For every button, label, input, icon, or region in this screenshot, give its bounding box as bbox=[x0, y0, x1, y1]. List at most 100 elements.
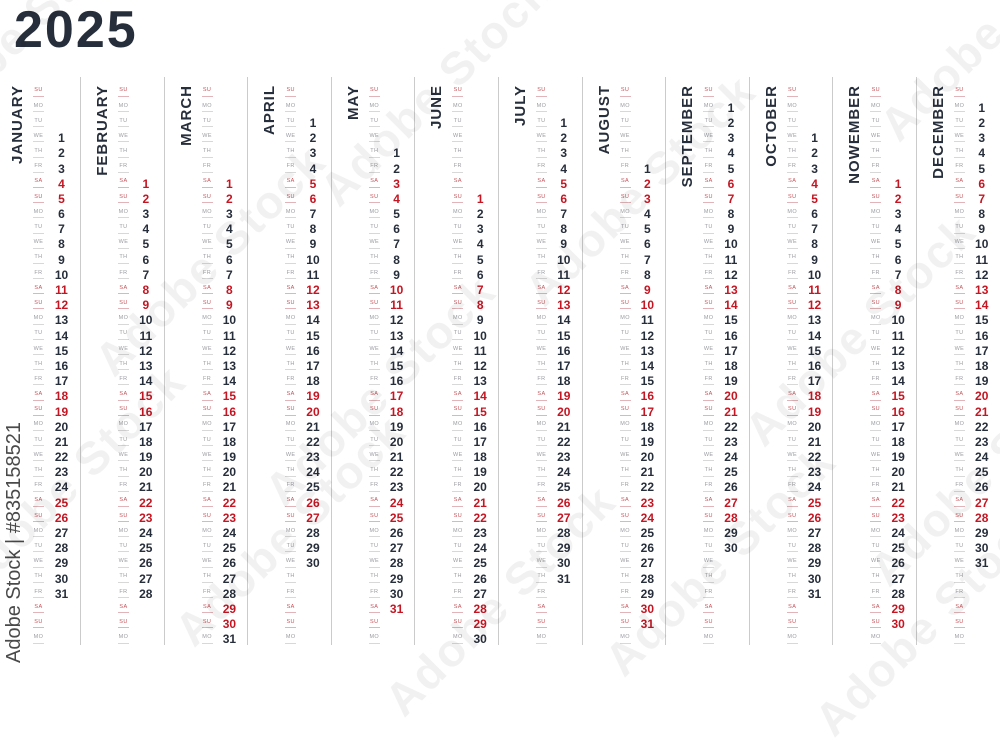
weekday-label: SU bbox=[199, 85, 216, 100]
weekday-label: SA bbox=[449, 282, 466, 297]
day-number: 28 bbox=[54, 541, 69, 556]
day-number: 24 bbox=[473, 541, 487, 556]
weekday-label-text: SA bbox=[453, 391, 462, 398]
day-number: 28 bbox=[724, 510, 738, 525]
day-number: 26 bbox=[139, 556, 153, 571]
calendar-row: FR 26 bbox=[700, 480, 749, 495]
weekday-label-text: TU bbox=[370, 542, 379, 549]
calendar-row: WE 30 bbox=[533, 556, 582, 571]
day-number: 11 bbox=[557, 267, 571, 282]
weekday-label: WE bbox=[533, 131, 550, 146]
day-number: 13 bbox=[640, 343, 655, 358]
calendar-row: MO 10 bbox=[867, 313, 916, 328]
weekday-label: FR bbox=[700, 161, 717, 176]
weekday-label-text: SU bbox=[704, 87, 713, 94]
calendar-row: MO 14 bbox=[282, 313, 331, 328]
weekday-label: TH bbox=[700, 571, 717, 586]
day-number: 20 bbox=[306, 404, 320, 419]
weekday-label: SA bbox=[282, 176, 299, 191]
calendar-row: MO bbox=[533, 100, 582, 115]
weekday-label-text: SA bbox=[119, 391, 128, 398]
day-number: 1 bbox=[894, 176, 902, 191]
calendar-row: FR 7 bbox=[115, 267, 164, 282]
calendar-row: MO bbox=[700, 632, 749, 647]
weekday-label: MO bbox=[30, 313, 47, 328]
day-number: 24 bbox=[975, 450, 989, 465]
weekday-label: TH bbox=[199, 358, 216, 373]
calendar-row: WE 11 bbox=[449, 343, 498, 358]
calendar-row: FR 8 bbox=[617, 267, 666, 282]
weekday-label: WE bbox=[115, 343, 132, 358]
calendar-row: WE 5 bbox=[199, 237, 248, 252]
weekday-label: MO bbox=[366, 207, 383, 222]
calendar-row: TH 24 bbox=[533, 465, 582, 480]
weekday-label: TU bbox=[30, 328, 47, 343]
calendar-row: FR 17 bbox=[784, 374, 833, 389]
weekday-label-text: TU bbox=[871, 224, 880, 231]
calendar-row: FR 21 bbox=[867, 480, 916, 495]
weekday-label: WE bbox=[700, 343, 717, 358]
weekday-label: FR bbox=[449, 161, 466, 176]
weekday-label-text: SA bbox=[203, 178, 212, 185]
weekday-label-text: TH bbox=[704, 148, 713, 155]
weekday-label-text: FR bbox=[955, 163, 964, 170]
weekday-label: SA bbox=[449, 176, 466, 191]
day-number: 27 bbox=[222, 571, 237, 586]
day-number: 30 bbox=[557, 556, 571, 571]
weekday-label: TU bbox=[449, 115, 466, 130]
calendar-row: MO 14 bbox=[533, 313, 582, 328]
weekday-label-text: SA bbox=[620, 497, 630, 504]
calendar-row: SU 28 bbox=[951, 510, 1000, 525]
day-number: 16 bbox=[389, 374, 404, 389]
weekday-label-text: TH bbox=[203, 573, 212, 580]
day-number: 8 bbox=[309, 222, 317, 237]
weekday-label-text: SA bbox=[788, 178, 797, 185]
weekday-label: SU bbox=[282, 191, 299, 206]
calendar-row: WE 15 bbox=[30, 343, 80, 358]
weekday-label: SU bbox=[951, 404, 968, 419]
weekday-label: TU bbox=[199, 434, 216, 449]
calendar-row: WE 22 bbox=[30, 450, 80, 465]
day-number: 5 bbox=[894, 237, 902, 252]
calendar-row: TH 20 bbox=[867, 465, 916, 480]
weekday-label: SU bbox=[282, 298, 299, 313]
calendar-row: MO 17 bbox=[199, 419, 248, 434]
day-number: 16 bbox=[640, 389, 655, 404]
day-number: 1 bbox=[393, 146, 400, 161]
weekday-label-text: FR bbox=[704, 375, 713, 382]
day-number: 22 bbox=[473, 510, 487, 525]
day-number: 24 bbox=[807, 480, 822, 495]
calendar-row: SA 25 bbox=[784, 495, 833, 510]
month-name: JANUARY bbox=[9, 85, 26, 164]
weekday-label: TU bbox=[115, 541, 132, 556]
weekday-label: SU bbox=[533, 510, 550, 525]
weekday-label-text: TH bbox=[453, 573, 462, 580]
weekday-label: MO bbox=[30, 525, 47, 540]
weekday-label-text: WE bbox=[285, 451, 296, 458]
weekday-label-text: FR bbox=[453, 163, 462, 170]
day-number: 1 bbox=[58, 131, 65, 146]
weekday-label-text: MO bbox=[536, 634, 547, 641]
weekday-label-text: TH bbox=[203, 360, 212, 367]
calendar-row: SA 27 bbox=[700, 495, 749, 510]
weekday-label: SU bbox=[617, 404, 634, 419]
calendar-row: MO 27 bbox=[784, 525, 833, 540]
weekday-label-text: SU bbox=[370, 618, 379, 625]
weekday-label-text: MO bbox=[871, 527, 881, 534]
day-number: 8 bbox=[644, 267, 651, 282]
calendar-row: TU 9 bbox=[700, 222, 749, 237]
weekday-label-text: FR bbox=[537, 163, 546, 170]
day-number: 18 bbox=[975, 358, 989, 373]
weekday-label-text: TH bbox=[537, 360, 546, 367]
calendar-row: MO 29 bbox=[700, 525, 749, 540]
weekday-label: WE bbox=[617, 556, 634, 571]
calendar-row: SA 18 bbox=[30, 389, 80, 404]
weekday-label-text: SA bbox=[871, 391, 880, 398]
calendar-row: FR bbox=[533, 586, 582, 601]
calendar-row: TU 18 bbox=[199, 434, 248, 449]
weekday-label: SA bbox=[784, 176, 801, 191]
weekday-label-text: FR bbox=[955, 375, 964, 382]
day-number: 26 bbox=[724, 480, 738, 495]
weekday-label-text: FR bbox=[955, 269, 964, 276]
weekday-label: SA bbox=[951, 176, 968, 191]
